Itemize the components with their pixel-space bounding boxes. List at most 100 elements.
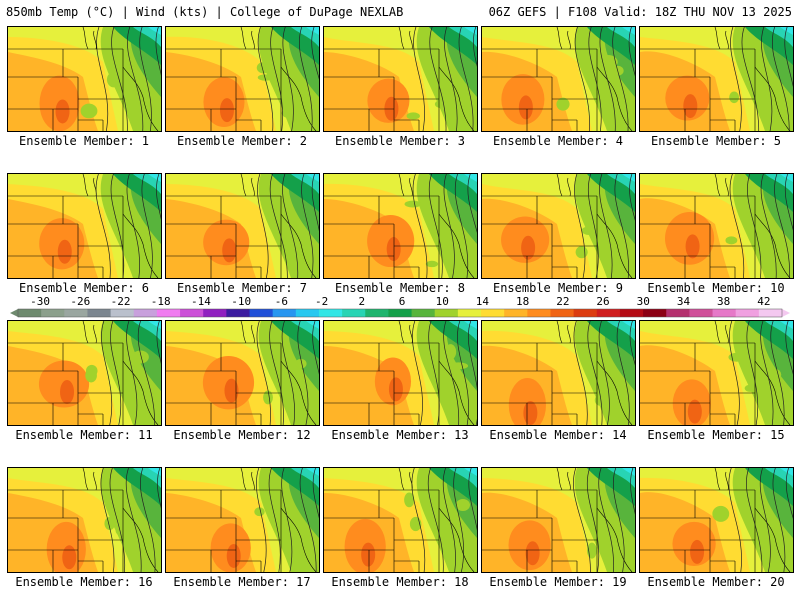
ensemble-member-label: Ensemble Member: 19 (489, 575, 627, 589)
legend-color-swatch (758, 309, 783, 317)
contour-lines (729, 321, 793, 425)
temperature-field-map (8, 468, 161, 572)
legend-color-swatch (434, 309, 459, 317)
legend-color-swatch (689, 309, 714, 317)
contour-lines (729, 174, 793, 278)
legend-color-swatch (643, 309, 667, 317)
ensemble-member-label: Ensemble Member: 9 (492, 281, 624, 295)
temperature-field-map (166, 321, 319, 425)
ensemble-map-19 (481, 467, 636, 573)
legend-color-swatch (619, 309, 644, 317)
legend-tick-label: -14 (191, 296, 211, 308)
ensemble-map-17 (165, 467, 320, 573)
contour-lines (412, 174, 477, 278)
ensemble-map-18 (323, 467, 478, 573)
contour-lines (413, 27, 477, 131)
state-boundaries (640, 468, 791, 572)
ensemble-map-2 (165, 26, 320, 132)
legend-color-swatch (18, 309, 42, 317)
legend-color-swatch (504, 309, 528, 317)
contour-lines (730, 27, 793, 131)
contour-lines (96, 27, 161, 131)
temperature-field-map (166, 468, 319, 572)
legend-color-swatch (666, 309, 690, 317)
legend-tick-label: -30 (30, 296, 50, 308)
legend-color-swatch (481, 309, 505, 317)
ensemble-member-label: Ensemble Member: 13 (331, 428, 469, 442)
ensemble-member-label: Ensemble Member: 14 (489, 428, 627, 442)
ensemble-member-label: Ensemble Member: 18 (331, 575, 469, 589)
legend-color-swatch (527, 309, 551, 317)
contour-lines (574, 27, 635, 131)
ensemble-map-16 (7, 467, 162, 573)
temperature-field-map (324, 174, 477, 278)
state-boundaries (166, 321, 317, 425)
ensemble-map-15 (639, 320, 794, 426)
ensemble-member-label: Ensemble Member: 7 (176, 281, 308, 295)
ensemble-member-label: Ensemble Member: 17 (173, 575, 311, 589)
ensemble-map-13 (323, 320, 478, 426)
state-boundaries (8, 468, 159, 572)
state-boundaries (482, 27, 633, 131)
ensemble-map-20 (639, 467, 794, 573)
contour-lines (256, 468, 319, 572)
contour-lines (728, 468, 793, 572)
ensemble-map-9 (481, 173, 636, 279)
legend-color-swatch (41, 309, 65, 317)
state-boundaries (324, 27, 475, 131)
contour-lines (101, 321, 161, 425)
legend-color-swatch (550, 309, 575, 317)
temperature-color-legend: -30 -26 -22 -18 -14 -10 -6 -2 2 6 10 14 18 22 26 30 34 38… (10, 296, 790, 318)
temperature-field-map (640, 321, 793, 425)
state-boundaries (640, 27, 791, 131)
ensemble-map-4 (481, 26, 636, 132)
ensemble-map-14 (481, 320, 636, 426)
legend-tick-label: 38 (717, 296, 730, 308)
legend-tick-label: 6 (399, 296, 406, 308)
legend-tick-label: -22 (111, 296, 131, 308)
legend-color-swatch (295, 309, 320, 317)
contour-lines (412, 321, 477, 425)
header-title: 850mb Temp (°C) | Wind (kts) | College o… (6, 5, 404, 19)
ensemble-map-5 (639, 26, 794, 132)
ensemble-member-label: Ensemble Member: 1 (18, 134, 150, 148)
legend-color-swatch (110, 309, 135, 317)
state-boundaries (640, 174, 791, 278)
temperature-field-map (482, 174, 635, 278)
contour-lines (100, 468, 161, 572)
legend-color-swatch (226, 309, 251, 317)
legend-color-swatch (318, 309, 343, 317)
contour-lines (257, 174, 319, 278)
state-boundaries (482, 468, 633, 572)
legend-color-swatch (342, 309, 366, 317)
legend-color-swatch (573, 309, 598, 317)
ensemble-member-label: Ensemble Member: 2 (176, 134, 308, 148)
legend-tick-label: -10 (231, 296, 251, 308)
ensemble-map-8 (323, 173, 478, 279)
temperature-field-map (482, 321, 635, 425)
legend-color-swatch (180, 309, 204, 317)
temperature-field-map (8, 321, 161, 425)
legend-tick-label: 2 (358, 296, 365, 308)
temperature-field-map (640, 174, 793, 278)
legend-tick-label: 26 (596, 296, 609, 308)
ensemble-member-label: Ensemble Member: 3 (334, 134, 466, 148)
legend-tick-label: 18 (516, 296, 529, 308)
contour-lines (257, 27, 319, 131)
state-boundaries (166, 27, 317, 131)
ensemble-map-6 (7, 173, 162, 279)
temperature-field-map (166, 27, 319, 131)
legend-color-swatch (365, 309, 389, 317)
legend-color-swatch (712, 309, 737, 317)
legend-color-swatch (388, 309, 413, 317)
legend-tick-label: -26 (70, 296, 90, 308)
contour-lines (256, 321, 319, 425)
ensemble-map-10 (639, 173, 794, 279)
legend-tick-label: 14 (476, 296, 490, 308)
legend-color-swatch (203, 309, 227, 317)
contour-lines (411, 468, 477, 572)
legend-tick-label: 10 (436, 296, 449, 308)
legend-color-swatch (64, 309, 88, 317)
header-valid-time: 06Z GEFS | F108 Valid: 18Z THU NOV 13 20… (488, 5, 792, 19)
ensemble-map-1 (7, 26, 162, 132)
